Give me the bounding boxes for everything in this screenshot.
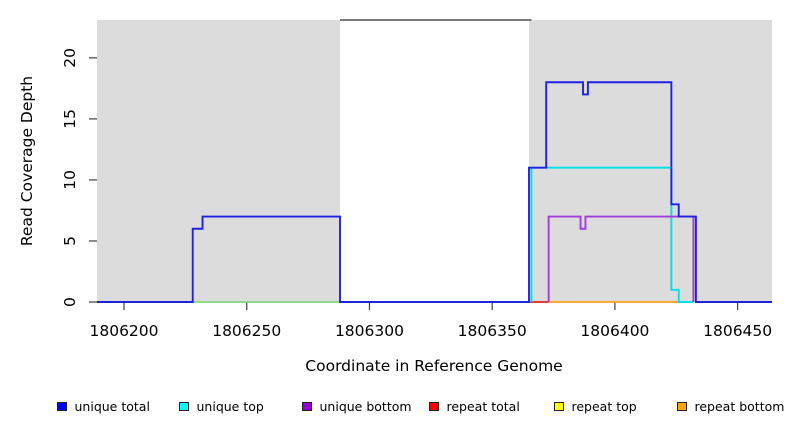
x-tick-label: 1806200 bbox=[89, 322, 158, 340]
y-tick-label: 0 bbox=[61, 297, 79, 307]
x-tick-label: 1806250 bbox=[212, 322, 281, 340]
unique-top-swatch-icon bbox=[179, 401, 189, 412]
y-tick-label: 20 bbox=[61, 48, 79, 68]
x-tick-label: 1806400 bbox=[580, 322, 649, 340]
x-tick-label: 1806450 bbox=[703, 322, 772, 340]
unique-total-swatch-icon bbox=[57, 401, 67, 412]
y-tick-label: 15 bbox=[61, 109, 79, 129]
x-tick-label: 1806300 bbox=[335, 322, 404, 340]
legend-label: repeat bottom bbox=[694, 399, 785, 414]
legend-label: unique total bbox=[74, 399, 150, 414]
legend-label: unique bottom bbox=[319, 399, 412, 414]
legend-item-repeat-top: repeat top bbox=[554, 399, 637, 414]
legend-label: repeat total bbox=[446, 399, 520, 414]
legend-label: repeat top bbox=[571, 399, 637, 414]
coverage-plot-canvas: 1806200 1806250 1806300 1806350 1806400 18064… bbox=[61, 19, 772, 340]
x-tick-label: 1806350 bbox=[458, 322, 527, 340]
legend-item-unique-bottom: unique bottom bbox=[302, 399, 412, 414]
y-tick-label: 5 bbox=[61, 236, 79, 246]
y-tick-label: 10 bbox=[61, 170, 79, 190]
y-axis-title: Read Coverage Depth bbox=[18, 75, 36, 247]
unique-bottom-swatch-icon bbox=[302, 401, 312, 412]
series-unique-bottom bbox=[547, 215, 695, 302]
legend-item-repeat-bottom: repeat bottom bbox=[677, 399, 784, 414]
repeat-bottom-swatch-icon bbox=[677, 401, 687, 412]
shaded-region bbox=[97, 20, 340, 302]
repeat-top-swatch-icon bbox=[554, 401, 564, 412]
legend-item-repeat-total: repeat total bbox=[429, 399, 520, 414]
shaded-region bbox=[529, 20, 772, 302]
repeat-total-swatch-icon bbox=[429, 401, 439, 412]
series-unique-total bbox=[97, 81, 772, 303]
legend-label: unique top bbox=[196, 399, 264, 414]
legend-item-unique-top: unique top bbox=[179, 399, 264, 414]
x-axis-title: Coordinate in Reference Genome bbox=[305, 357, 563, 375]
legend-item-unique-total: unique total bbox=[57, 399, 150, 414]
